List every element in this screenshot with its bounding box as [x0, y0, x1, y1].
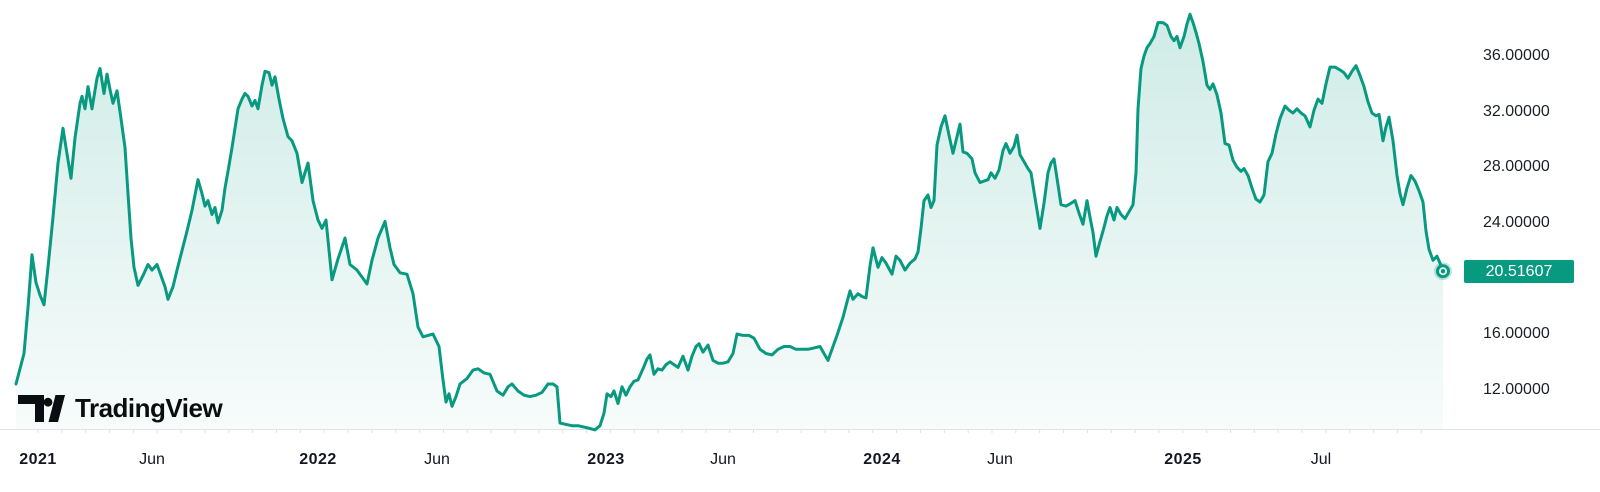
price-scale-label-32.00000: 32.00000	[1483, 103, 1550, 120]
price-scale-label-28.00000: 28.00000	[1483, 158, 1550, 175]
tradingview-logo-link[interactable]: TradingView	[18, 393, 223, 424]
time-scale-label-2023: 2023	[587, 451, 625, 468]
time-scale-label-2022: 2022	[299, 451, 337, 468]
time-scale-label-2024: 2024	[863, 451, 901, 468]
last-price-marker-core	[1440, 269, 1446, 274]
price-line	[14, 12, 1445, 432]
price-area-fill	[16, 14, 1443, 430]
time-scale-label-2025: 2025	[1164, 451, 1202, 468]
price-chart-canvas[interactable]	[0, 0, 1600, 444]
price-scale-label-36.00000: 36.00000	[1483, 47, 1550, 64]
time-scale-label-Jun: Jun	[987, 451, 1013, 468]
price-scale-label-12.00000: 12.00000	[1483, 381, 1550, 398]
tradingview-logo-icon	[18, 395, 65, 422]
last-price-badge: 20.51607	[1464, 260, 1574, 283]
month-tick-marks	[37, 430, 1422, 433]
price-scale-label-24.00000: 24.00000	[1483, 214, 1550, 231]
time-scale-label-Jun: Jun	[710, 451, 736, 468]
time-scale-label-Jul: Jul	[1310, 451, 1332, 468]
time-scale-label-Jun: Jun	[139, 451, 165, 468]
time-scale-label-2021: 2021	[19, 451, 57, 468]
time-scale-label-Jun: Jun	[424, 451, 450, 468]
last-price-marker	[1434, 262, 1452, 281]
price-scale-label-16.00000: 16.00000	[1483, 325, 1550, 342]
tradingview-logo-text: TradingView	[75, 393, 223, 423]
